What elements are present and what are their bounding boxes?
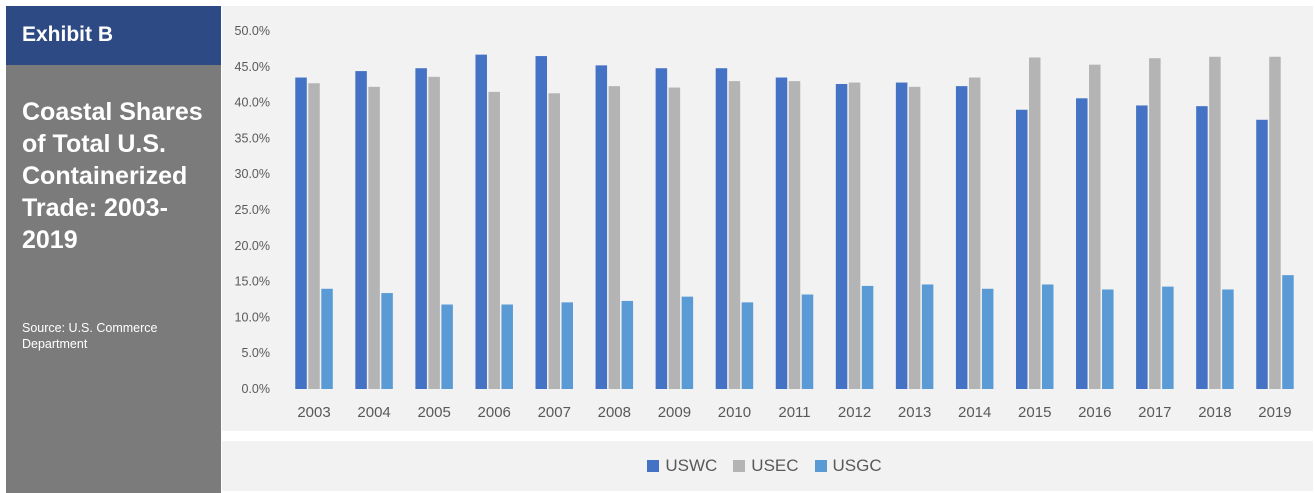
y-tick-label: 35.0% xyxy=(235,131,270,145)
bar-usgc-2009 xyxy=(681,296,694,389)
bar-usec-2006 xyxy=(488,91,500,390)
y-tick-label: 30.0% xyxy=(235,167,270,181)
bar-chart: 0.0% 5.0% 10.0% 15.0% 20.0% 25.0% 30.0% 35.0% 40… xyxy=(235,24,1294,421)
y-tick-label: 45.0% xyxy=(235,60,270,74)
bar-usec-2019 xyxy=(1269,56,1281,389)
bar-usgc-2007 xyxy=(561,302,574,389)
bar-usec-2011 xyxy=(788,81,801,390)
x-tick-label: 2011 xyxy=(778,404,810,421)
bar-usgc-2016 xyxy=(1102,289,1114,389)
bar-usec-2010 xyxy=(728,81,741,390)
y-tick-label: 5.0% xyxy=(242,346,271,360)
x-tick-label: 2016 xyxy=(1078,404,1111,421)
x-tick-label: 2019 xyxy=(1258,404,1291,421)
legend-item-usec: USEC xyxy=(733,456,799,476)
bar-usec-2016 xyxy=(1089,64,1101,390)
bar-uswc-2005 xyxy=(415,68,427,390)
bar-usgc-2015 xyxy=(1041,284,1054,389)
x-tick-label: 2008 xyxy=(598,404,631,421)
legend-label: USGC xyxy=(832,456,882,475)
bar-uswc-2004 xyxy=(355,71,367,389)
bar-uswc-2015 xyxy=(1015,109,1028,389)
y-tick-label: 10.0% xyxy=(235,310,270,324)
bar-usgc-2012 xyxy=(861,285,874,389)
sidebar-panel: Exhibit B Coastal Shares of Total U.S. C… xyxy=(6,6,221,493)
y-tick-label: 15.0% xyxy=(235,275,270,289)
exhibit-label: Exhibit B xyxy=(22,23,114,46)
y-tick-label: 25.0% xyxy=(235,203,270,217)
y-tick-label: 20.0% xyxy=(235,239,270,253)
bar-usgc-2003 xyxy=(321,288,333,389)
x-tick-label: 2015 xyxy=(1018,404,1051,421)
exhibit-header: Exhibit B xyxy=(6,6,221,65)
bar-usec-2005 xyxy=(428,76,440,389)
bar-uswc-2016 xyxy=(1076,98,1088,390)
bar-usgc-2005 xyxy=(441,304,453,389)
bar-usgc-2006 xyxy=(501,304,513,389)
bar-uswc-2012 xyxy=(835,83,848,389)
bar-uswc-2008 xyxy=(595,65,608,389)
y-tick-label: 40.0% xyxy=(235,96,270,110)
bar-usgc-2017 xyxy=(1162,286,1174,389)
y-tick-label: 50.0% xyxy=(235,24,270,38)
bar-uswc-2010 xyxy=(715,68,728,390)
x-tick-label: 2013 xyxy=(898,404,931,421)
bar-usgc-2014 xyxy=(981,288,994,389)
bar-uswc-2017 xyxy=(1136,105,1148,390)
legend-label: USWC xyxy=(665,456,718,475)
y-tick-label: 0.0% xyxy=(242,382,271,396)
x-tick-label: 2012 xyxy=(838,404,871,421)
bar-usec-2008 xyxy=(608,86,621,389)
x-tick-label: 2003 xyxy=(297,404,330,421)
x-tick-label: 2004 xyxy=(357,404,390,421)
chart-title: Coastal Shares of Total U.S. Containeriz… xyxy=(22,98,203,254)
legend-swatch xyxy=(647,460,660,472)
bar-uswc-2003 xyxy=(295,77,307,389)
bar-usgc-2018 xyxy=(1222,289,1234,389)
bar-uswc-2007 xyxy=(535,56,548,390)
bar-usec-2003 xyxy=(308,83,320,390)
bar-uswc-2013 xyxy=(895,82,908,390)
bar-usgc-2008 xyxy=(621,300,634,389)
bar-uswc-2019 xyxy=(1256,119,1268,389)
bar-usec-2009 xyxy=(668,87,681,389)
bar-uswc-2014 xyxy=(955,86,968,389)
legend-panel: USWC USEC USGC xyxy=(222,441,1313,491)
x-tick-label: 2018 xyxy=(1198,404,1231,421)
bar-usgc-2013 xyxy=(921,284,934,389)
chart-legend: USWC USEC USGC xyxy=(222,441,1313,491)
bar-usgc-2010 xyxy=(741,302,754,389)
bar-usec-2015 xyxy=(1028,57,1041,390)
bar-uswc-2009 xyxy=(655,68,668,390)
bar-usgc-2019 xyxy=(1282,275,1294,389)
x-tick-label: 2007 xyxy=(538,404,571,421)
bar-usec-2004 xyxy=(368,86,380,389)
legend-swatch xyxy=(814,460,827,472)
legend-item-uswc: USWC xyxy=(647,456,717,476)
x-tick-label: 2017 xyxy=(1138,404,1171,421)
legend-swatch xyxy=(733,460,746,472)
x-tick-label: 2010 xyxy=(718,404,751,421)
bar-usec-2012 xyxy=(848,82,861,390)
bar-usgc-2011 xyxy=(801,294,814,389)
bar-usec-2017 xyxy=(1149,58,1161,390)
bar-usec-2007 xyxy=(548,93,561,389)
x-tick-label: 2005 xyxy=(417,404,450,421)
bar-usec-2018 xyxy=(1209,56,1221,389)
bar-usec-2014 xyxy=(968,77,981,389)
x-tick-label: 2014 xyxy=(958,404,991,421)
bar-uswc-2011 xyxy=(775,77,788,389)
plot-panel: 0.0% 5.0% 10.0% 15.0% 20.0% 25.0% 30.0% 35.0% 40… xyxy=(222,6,1313,431)
bar-usec-2013 xyxy=(908,86,921,389)
x-tick-label: 2006 xyxy=(478,404,511,421)
legend-label: USEC xyxy=(751,456,799,475)
bar-usgc-2004 xyxy=(381,293,393,389)
source-note: Source: U.S. Commerce Department xyxy=(22,321,158,351)
bar-uswc-2018 xyxy=(1196,106,1208,390)
x-tick-label: 2009 xyxy=(658,404,691,421)
legend-item-usgc: USGC xyxy=(814,456,882,476)
bar-uswc-2006 xyxy=(475,54,487,389)
